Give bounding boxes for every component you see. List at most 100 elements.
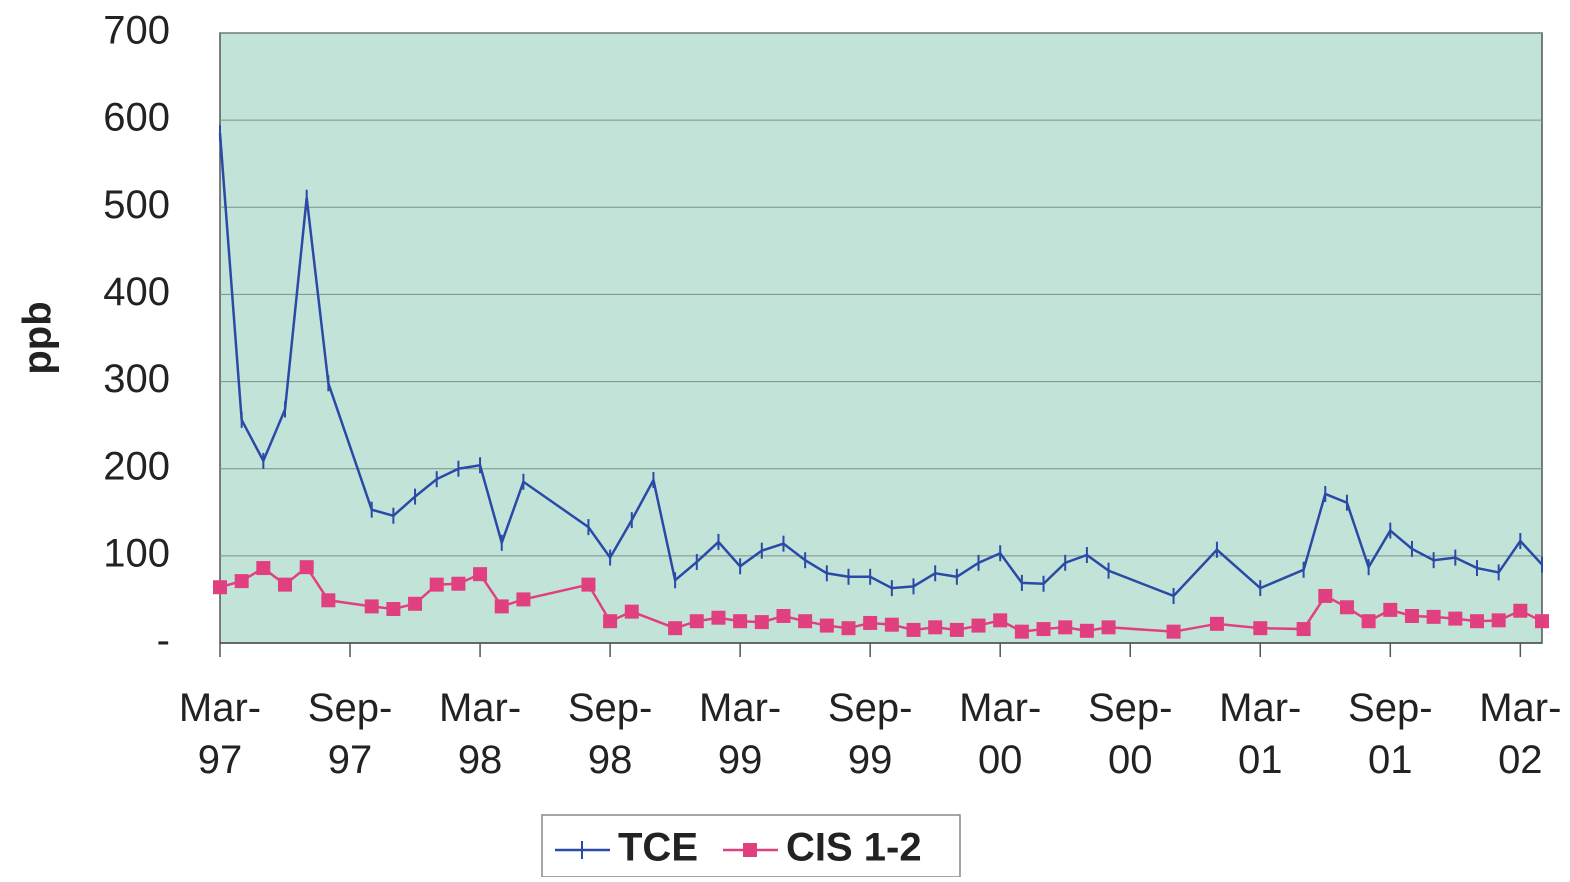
x-tick-label: Mar- 01 — [1219, 686, 1301, 782]
marker — [1426, 609, 1441, 624]
x-tick-label-line: Sep- — [308, 686, 393, 730]
marker — [798, 614, 813, 629]
marker — [1253, 621, 1268, 636]
marker — [213, 580, 227, 595]
marker — [299, 560, 314, 575]
marker — [971, 618, 986, 633]
marker — [733, 614, 748, 629]
marker — [1383, 602, 1398, 617]
x-tick-label-line: Mar- — [1219, 686, 1301, 730]
marker — [1101, 620, 1116, 635]
y-tick-label: 300 — [103, 357, 170, 401]
x-tick-label-line: Mar- — [439, 686, 521, 730]
marker — [1361, 614, 1376, 629]
x-tick-label-line: 99 — [848, 738, 893, 782]
marker — [1036, 622, 1051, 637]
marker — [473, 567, 488, 582]
marker — [928, 620, 943, 635]
marker — [429, 577, 444, 592]
y-axis-label: ppb — [16, 301, 60, 374]
marker — [1491, 613, 1506, 628]
x-tick-label: Mar- 98 — [439, 686, 521, 782]
x-tick-label-line: Mar- — [699, 686, 781, 730]
x-tick-label-line: Mar- — [1479, 686, 1561, 730]
x-tick-label: Mar- 97 — [179, 686, 261, 782]
marker — [386, 602, 401, 617]
marker — [906, 622, 921, 637]
y-tick-label: 100 — [103, 531, 170, 575]
x-tick-label-line: 97 — [198, 738, 243, 782]
x-tick-label-line: Mar- — [959, 686, 1041, 730]
marker — [234, 574, 249, 589]
x-tick-label: Sep- 00 — [1088, 686, 1173, 782]
y-tick-label: 500 — [103, 183, 170, 227]
marker — [884, 617, 899, 632]
marker — [321, 593, 336, 608]
marker — [1209, 616, 1224, 631]
x-tick-label-line: 00 — [1108, 738, 1153, 782]
series-line — [218, 133, 1543, 598]
marker — [689, 614, 704, 629]
marker — [1469, 614, 1484, 629]
marker — [1513, 603, 1528, 618]
x-tick-label-line: 98 — [588, 738, 633, 782]
marker — [278, 577, 293, 592]
x-tick-label-line: Sep- — [1088, 686, 1173, 730]
marker — [1339, 600, 1354, 615]
x-tick-label: Mar- 02 — [1479, 686, 1561, 782]
x-tick-label-line: 02 — [1498, 738, 1543, 782]
marker — [1535, 614, 1549, 629]
x-tick-label-line: 98 — [458, 738, 503, 782]
x-tick-label: Sep- 98 — [568, 686, 653, 782]
marker — [1014, 624, 1029, 639]
x-tick-label: Mar- 99 — [699, 686, 781, 782]
marker — [1079, 623, 1094, 638]
legend: TCE CIS 1-2 — [541, 814, 961, 878]
legend-label: CIS 1-2 — [786, 826, 922, 870]
marker — [581, 577, 596, 592]
marker — [1318, 588, 1333, 603]
y-tick-label: 200 — [103, 444, 170, 488]
marker — [256, 561, 271, 576]
x-tick-label-line: Mar- — [179, 686, 261, 730]
marker — [776, 608, 791, 623]
y-tick-label: - — [157, 619, 170, 663]
marker — [711, 610, 726, 625]
x-tick-label-line: 99 — [718, 738, 763, 782]
x-tick-label-line: 01 — [1368, 738, 1413, 782]
x-tick-label-line: Sep- — [568, 686, 653, 730]
legend-label: TCE — [618, 826, 698, 870]
marker — [364, 599, 379, 614]
x-tick-label: Sep- 01 — [1348, 686, 1433, 782]
marker — [668, 621, 683, 636]
x-tick-label: Mar- 00 — [959, 686, 1041, 782]
marker — [863, 615, 878, 630]
marker — [408, 596, 423, 611]
x-tick-label: Sep- 97 — [308, 686, 393, 782]
x-tick-label-line: 01 — [1238, 738, 1283, 782]
marker — [1058, 620, 1073, 635]
marker — [624, 604, 639, 619]
y-tick-label: 400 — [103, 270, 170, 314]
x-tick-label-line: Sep- — [1348, 686, 1433, 730]
x-tick-label: Sep- 99 — [828, 686, 913, 782]
x-tick-label-line: Sep- — [828, 686, 913, 730]
marker — [841, 621, 856, 636]
y-tick-label: 600 — [103, 96, 170, 140]
marker — [1296, 622, 1311, 637]
marker — [1448, 611, 1463, 626]
marker — [516, 592, 531, 607]
marker — [1166, 624, 1181, 639]
marker — [451, 576, 466, 591]
plot-area — [219, 32, 1543, 644]
marker — [949, 622, 964, 637]
y-tick-label: 700 — [103, 9, 170, 53]
x-tick-label-line: 00 — [978, 738, 1023, 782]
marker — [819, 618, 834, 633]
marker — [603, 614, 618, 629]
x-tick-label-line: 97 — [328, 738, 373, 782]
legend-marker — [743, 843, 757, 857]
marker — [494, 599, 509, 614]
marker — [1404, 608, 1419, 623]
